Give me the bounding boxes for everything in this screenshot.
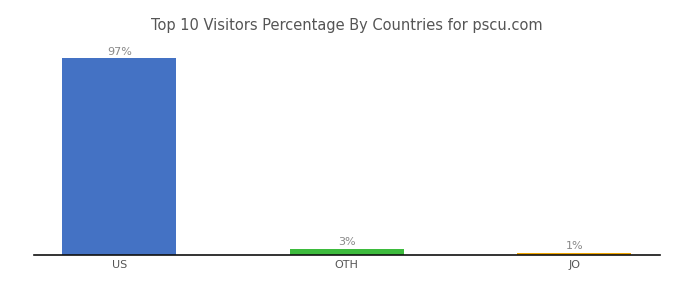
Title: Top 10 Visitors Percentage By Countries for pscu.com: Top 10 Visitors Percentage By Countries … [151,18,543,33]
Text: 1%: 1% [566,241,583,251]
Bar [290,249,404,255]
Text: 97%: 97% [107,47,132,57]
Bar [517,253,631,255]
Text: 3%: 3% [338,237,356,247]
Bar [63,58,176,255]
